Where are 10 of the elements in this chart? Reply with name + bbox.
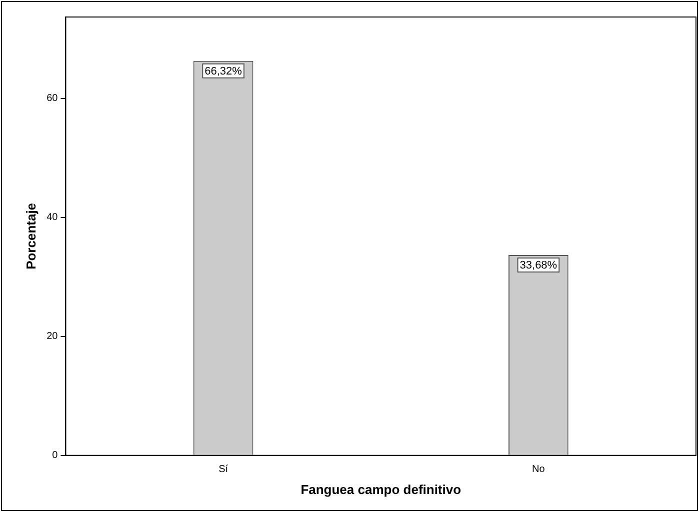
data-label: 33,68% <box>520 260 558 272</box>
x-axis-title: Fanguea campo definitivo <box>300 482 462 497</box>
y-tick-label: 40 <box>46 212 58 224</box>
y-tick-label: 0 <box>52 450 58 462</box>
y-axis-title: Porcentaje <box>23 202 38 270</box>
x-tick-label: Sí <box>218 464 228 476</box>
data-label: 66,32% <box>204 65 242 78</box>
y-tick-label: 60 <box>46 93 58 104</box>
y-tick-label: 20 <box>46 331 58 342</box>
x-tick-label: No <box>532 464 546 476</box>
